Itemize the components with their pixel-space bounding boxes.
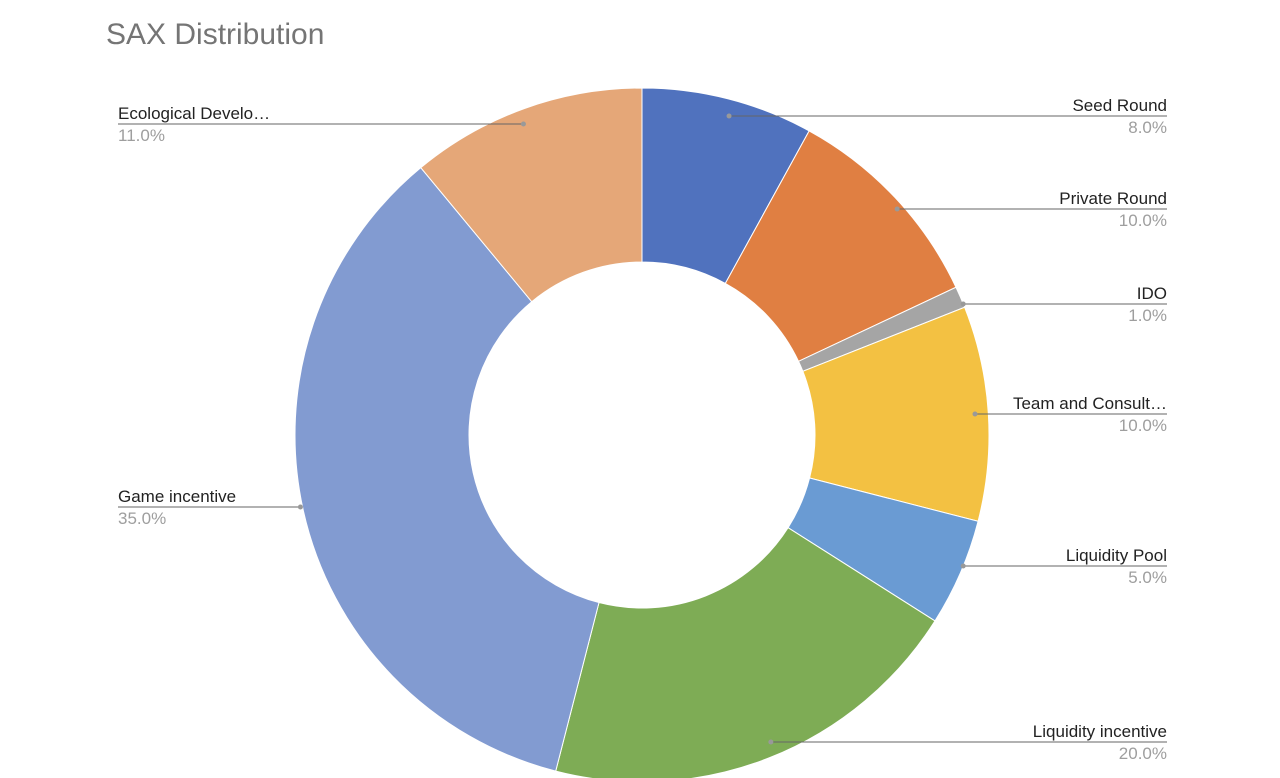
- slice-private-round[interactable]: [724, 130, 957, 363]
- slice-liquidity-incentive[interactable]: [555, 527, 936, 778]
- slice-percent: 11.0%: [118, 126, 165, 145]
- slice-percent: 10.0%: [1119, 416, 1167, 435]
- slice-percent: 1.0%: [1128, 306, 1167, 325]
- slice-label: Team and Consult…: [1013, 394, 1167, 413]
- slice-percent: 10.0%: [1119, 211, 1167, 230]
- leader-dot: [297, 504, 303, 510]
- slice-label: IDO: [1137, 284, 1167, 303]
- slice-percent: 35.0%: [118, 509, 166, 528]
- slice-label: Private Round: [1059, 189, 1167, 208]
- leader-dot: [520, 121, 526, 127]
- leader-dot: [972, 411, 978, 417]
- leader-dot: [894, 206, 900, 212]
- slice-team-and-consult-[interactable]: [802, 306, 990, 522]
- chart-title: SAX Distribution: [106, 18, 325, 51]
- slice-label: Game incentive: [118, 487, 236, 506]
- leader-dot: [960, 301, 966, 307]
- slice-percent: 5.0%: [1128, 568, 1167, 587]
- slice-label: Liquidity incentive: [1033, 722, 1167, 741]
- leader-dot: [726, 113, 732, 119]
- slice-label: Seed Round: [1072, 96, 1167, 115]
- leader-dot: [960, 563, 966, 569]
- slice-label: Liquidity Pool: [1066, 546, 1167, 565]
- slice-game-incentive[interactable]: [294, 166, 600, 772]
- slice-percent: 8.0%: [1128, 118, 1167, 137]
- leader-dot: [768, 739, 774, 745]
- slice-percent: 20.0%: [1119, 744, 1167, 763]
- slice-ecological-develo-[interactable]: [420, 87, 643, 303]
- slice-label: Ecological Develo…: [118, 104, 270, 123]
